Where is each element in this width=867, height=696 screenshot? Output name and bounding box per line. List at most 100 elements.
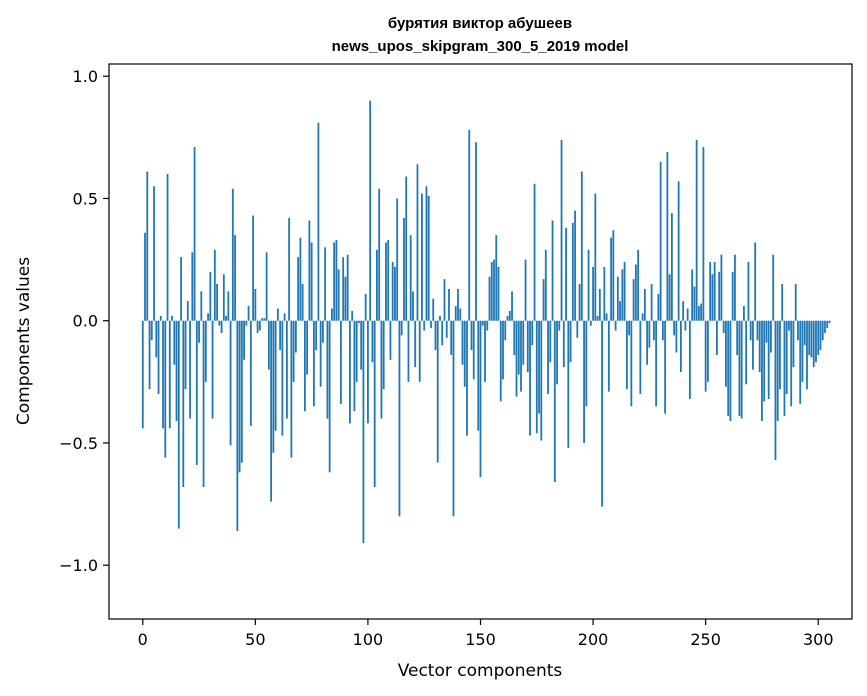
bar bbox=[639, 320, 642, 395]
bar bbox=[752, 320, 754, 370]
bar bbox=[463, 320, 466, 387]
bar bbox=[616, 276, 619, 321]
bar bbox=[587, 249, 590, 321]
bar bbox=[499, 320, 502, 402]
bar bbox=[531, 320, 534, 346]
bar bbox=[398, 320, 401, 517]
bar bbox=[704, 320, 707, 392]
bar bbox=[520, 320, 522, 392]
bar bbox=[319, 320, 322, 387]
bar bbox=[565, 227, 567, 321]
bar bbox=[227, 291, 230, 321]
bar bbox=[695, 139, 698, 321]
bar bbox=[468, 130, 471, 321]
bar bbox=[828, 320, 831, 324]
bar bbox=[175, 320, 178, 421]
bar bbox=[511, 291, 513, 321]
bar bbox=[592, 266, 594, 321]
bar bbox=[202, 320, 205, 487]
bar bbox=[218, 320, 221, 326]
bar bbox=[141, 320, 144, 429]
bar bbox=[470, 320, 473, 351]
bar bbox=[274, 320, 277, 431]
bar bbox=[238, 320, 241, 473]
bar bbox=[191, 252, 194, 321]
bar bbox=[743, 306, 745, 321]
bar bbox=[770, 320, 772, 353]
x-tick-label: 150 bbox=[465, 630, 496, 649]
bar bbox=[204, 320, 207, 382]
bar bbox=[535, 320, 538, 434]
bar bbox=[781, 284, 784, 321]
bar bbox=[607, 320, 610, 392]
bar bbox=[621, 269, 624, 321]
bar bbox=[168, 320, 171, 429]
bar bbox=[571, 222, 574, 321]
bar bbox=[364, 293, 367, 321]
bar bbox=[290, 320, 293, 458]
bar bbox=[427, 196, 430, 321]
bar bbox=[637, 249, 640, 321]
bar bbox=[457, 288, 459, 321]
bar bbox=[682, 301, 685, 321]
bar bbox=[490, 262, 493, 321]
bar bbox=[391, 262, 394, 321]
bar bbox=[634, 264, 637, 321]
bar bbox=[148, 320, 151, 390]
bar bbox=[472, 320, 475, 380]
bar bbox=[774, 320, 777, 461]
bar bbox=[583, 320, 585, 443]
bar bbox=[288, 218, 291, 321]
bar bbox=[655, 320, 658, 407]
bar bbox=[580, 171, 583, 321]
x-axis: 0 50 100 150 200 250 300 bbox=[138, 619, 834, 649]
bar bbox=[650, 284, 653, 321]
bar bbox=[596, 315, 599, 321]
bar bbox=[301, 284, 304, 321]
bar bbox=[551, 220, 554, 321]
bar bbox=[328, 320, 331, 473]
bar bbox=[603, 266, 606, 321]
bar bbox=[412, 291, 414, 321]
y-tick-label: 0.5 bbox=[73, 189, 98, 208]
bar bbox=[734, 254, 736, 321]
bar bbox=[213, 249, 216, 321]
bar bbox=[254, 288, 257, 321]
bar bbox=[747, 262, 750, 321]
bar bbox=[270, 320, 273, 502]
bar bbox=[306, 320, 309, 375]
bar bbox=[373, 320, 376, 487]
bar bbox=[279, 320, 282, 351]
bar bbox=[445, 320, 448, 338]
bar bbox=[403, 218, 405, 321]
bar bbox=[589, 320, 592, 326]
bar bbox=[686, 308, 689, 321]
bar bbox=[448, 288, 450, 321]
bar bbox=[722, 320, 725, 333]
bar bbox=[709, 262, 712, 321]
bar bbox=[567, 320, 570, 448]
bar bbox=[508, 310, 511, 321]
bar bbox=[810, 320, 813, 358]
bar bbox=[256, 320, 259, 333]
bar bbox=[394, 266, 396, 321]
bar bbox=[281, 320, 284, 436]
bar bbox=[524, 259, 527, 321]
bar bbox=[180, 257, 182, 321]
x-tick-label: 50 bbox=[245, 630, 265, 649]
bar bbox=[506, 315, 509, 321]
bar bbox=[761, 320, 763, 421]
bar bbox=[434, 320, 437, 351]
bar bbox=[157, 320, 160, 395]
bar bbox=[578, 284, 581, 321]
bar bbox=[211, 320, 214, 419]
bar bbox=[679, 320, 682, 373]
bar bbox=[443, 279, 446, 321]
bar bbox=[193, 147, 196, 321]
bar bbox=[522, 320, 525, 365]
bar bbox=[346, 254, 349, 321]
bar bbox=[294, 320, 297, 353]
bar bbox=[249, 320, 252, 426]
bar bbox=[200, 291, 203, 321]
bar bbox=[436, 320, 439, 463]
